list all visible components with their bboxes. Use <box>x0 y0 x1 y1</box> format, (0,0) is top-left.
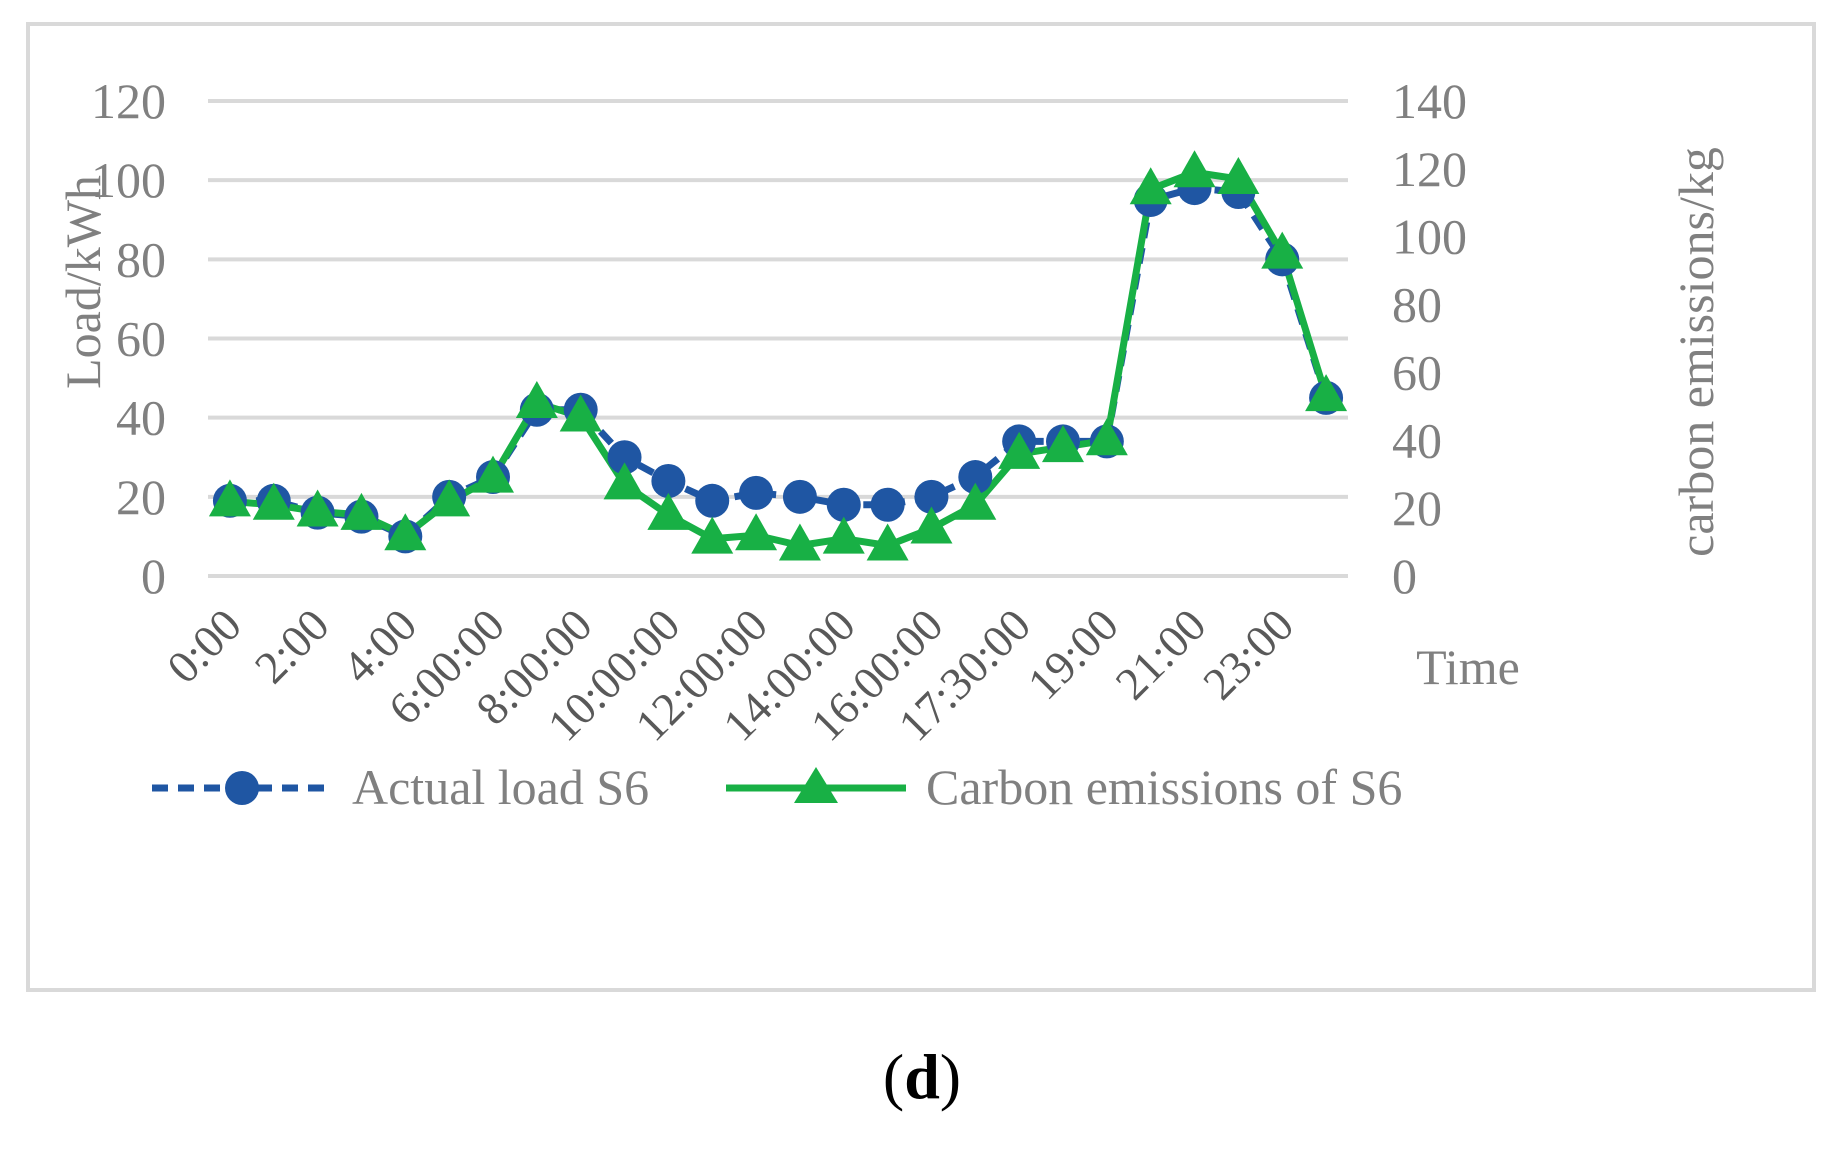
y-axis-left-title: Load/kWh <box>55 175 111 389</box>
data-point-actual-load <box>958 460 993 495</box>
grid-lines <box>208 99 1348 578</box>
data-point-carbon-emissions <box>822 516 865 554</box>
data-point-actual-load <box>739 475 774 510</box>
y-tick-label: 100 <box>91 152 166 208</box>
data-point-actual-load <box>782 479 817 514</box>
legend-label-actual-load: Actual load S6 <box>352 759 649 815</box>
y-axis-right-title: carbon emissions/kg <box>1668 147 1724 557</box>
panel-letter: d <box>904 1041 940 1112</box>
data-point-actual-load <box>870 487 905 522</box>
y2-tick-label: 140 <box>1392 73 1467 129</box>
y-tick-label: 20 <box>116 469 166 525</box>
data-point-carbon-emissions <box>1261 231 1304 269</box>
data-point-carbon-emissions <box>1085 418 1128 456</box>
data-point-carbon-emissions <box>559 394 602 432</box>
legend-marker-circle <box>225 771 259 805</box>
data-point-actual-load <box>695 483 730 518</box>
y2-tick-label: 80 <box>1392 277 1442 333</box>
data-point-carbon-emissions <box>296 489 339 527</box>
data-point-carbon-emissions <box>998 431 1041 469</box>
y-tick-label: 0 <box>141 548 166 604</box>
data-point-carbon-emissions <box>735 513 778 551</box>
data-point-actual-load <box>651 464 686 498</box>
data-point-carbon-emissions <box>428 479 471 517</box>
y-axis-right-ticks: 0 20 40 60 80 100 120 140 <box>1392 73 1467 604</box>
y-tick-label: 80 <box>116 231 166 287</box>
data-point-actual-load <box>914 479 949 514</box>
x-axis-ticks: 0:002:004:006:00:008:00:0010:00:0012:00:… <box>157 599 1303 751</box>
data-point-carbon-emissions <box>384 513 427 551</box>
data-point-carbon-emissions <box>340 492 383 530</box>
data-point-carbon-emissions <box>866 523 909 561</box>
y2-tick-label: 20 <box>1392 480 1442 536</box>
data-point-carbon-emissions <box>1129 167 1172 205</box>
x-tick-label: 19:00 <box>1018 599 1128 709</box>
data-point-carbon-emissions <box>208 479 251 517</box>
data-point-actual-load <box>826 487 861 522</box>
data-point-carbon-emissions <box>1173 150 1216 188</box>
y-tick-label: 60 <box>116 311 166 367</box>
x-tick-label: 2:00 <box>245 599 339 693</box>
data-point-carbon-emissions <box>603 462 646 500</box>
legend-item-actual-load: Actual load S6 <box>152 759 649 815</box>
x-axis-title: Time <box>1416 639 1520 695</box>
y2-tick-label: 60 <box>1392 344 1442 400</box>
x-tick-label: 21:00 <box>1105 599 1215 709</box>
data-point-carbon-emissions <box>472 455 514 493</box>
y-tick-label: 40 <box>116 390 166 446</box>
data-point-carbon-emissions <box>1042 425 1084 463</box>
data-point-carbon-emissions <box>954 482 997 520</box>
y-axis-left-ticks: 0 20 40 60 80 100 120 <box>91 73 166 604</box>
data-point-carbon-emissions <box>691 516 734 554</box>
data-point-actual-load <box>607 440 642 475</box>
y2-tick-label: 100 <box>1392 209 1467 265</box>
legend-item-carbon-emissions: Carbon emissions of S6 <box>726 759 1402 815</box>
y2-tick-label: 120 <box>1392 141 1467 197</box>
data-point-carbon-emissions <box>1305 374 1348 412</box>
y2-tick-label: 40 <box>1392 412 1442 468</box>
series-line-actual-load <box>229 184 1330 540</box>
y2-tick-label: 0 <box>1392 548 1417 604</box>
series-layer <box>208 150 1348 561</box>
panel-label: (d) <box>882 1041 962 1112</box>
series-line-carbon-emissions <box>229 168 1330 549</box>
legend-label-carbon-emissions: Carbon emissions of S6 <box>926 759 1402 815</box>
data-point-carbon-emissions <box>252 482 295 520</box>
x-tick-label: 0:00 <box>157 599 251 693</box>
y-tick-label: 120 <box>91 73 166 129</box>
legend-marker-triangle <box>794 767 838 803</box>
legend: Actual load S6 Carbon emissions of S6 <box>152 759 1402 815</box>
data-point-carbon-emissions <box>910 506 953 544</box>
chart-frame: 0 20 40 60 80 100 120 0 20 40 60 80 100 120 140 0:00 2… <box>26 22 1816 992</box>
data-point-carbon-emissions <box>515 380 558 418</box>
data-point-carbon-emissions <box>647 492 690 530</box>
data-point-carbon-emissions <box>1217 157 1260 195</box>
x-tick-label: 23:00 <box>1193 599 1303 709</box>
data-point-carbon-emissions <box>778 523 821 561</box>
